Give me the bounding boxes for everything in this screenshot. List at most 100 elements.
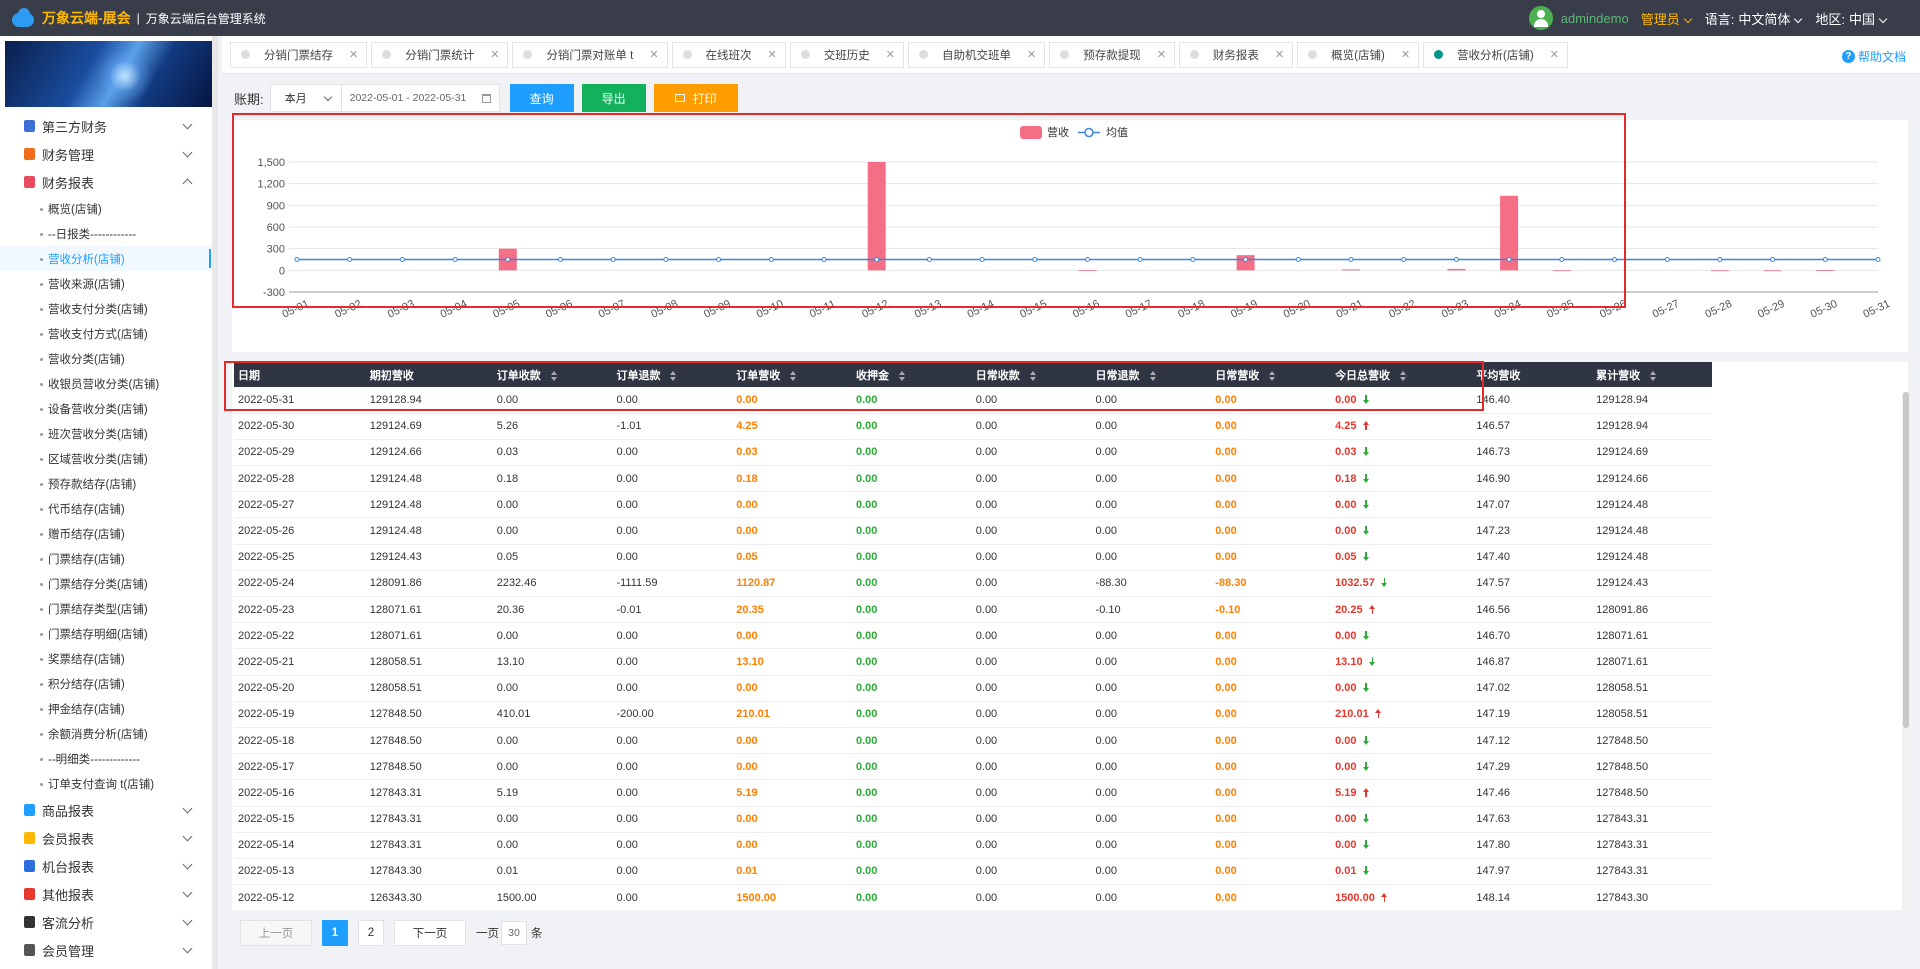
cell-value: 128071.61 [369,629,422,642]
role-dropdown[interactable]: 管理员 [1641,9,1692,28]
tab[interactable]: 自助机交班单 ✕ [907,41,1046,68]
close-icon[interactable]: ✕ [490,49,500,61]
language-dropdown[interactable]: 中文简体 [1738,9,1803,28]
column-header[interactable]: 日常收款 [971,362,1092,387]
close-icon[interactable]: ✕ [1400,49,1411,61]
close-icon[interactable]: ✕ [1156,49,1166,61]
sidebar-item[interactable]: 营收分析(店铺) [0,246,217,271]
sort-icon[interactable] [550,370,558,381]
sort-icon[interactable] [1149,370,1157,381]
sidebar-item[interactable]: --明细类------------- [0,746,217,771]
prev-page-button[interactable]: 上一页 [240,920,312,946]
sidebar-item[interactable]: 营收分类(店铺) [0,346,217,371]
close-icon[interactable]: ✕ [1549,49,1559,61]
print-button[interactable]: 打印 [653,84,738,112]
sidebar-group[interactable]: 会员报表 [0,824,217,852]
username[interactable]: admindemo [1560,10,1629,26]
sidebar-item[interactable]: 设备营收分类(店铺) [0,396,217,421]
table-cell: 0.00 [1211,517,1332,545]
table-cell: 0.00 [852,806,972,833]
sort-icon[interactable] [670,370,677,381]
sidebar-item[interactable]: --日报类------------ [0,221,217,246]
per-page-input[interactable]: 30 [501,921,527,945]
export-button[interactable]: 导出 [581,84,646,112]
query-button[interactable]: 查询 [509,84,574,112]
column-header[interactable]: 收押金 [852,362,972,387]
sidebar-group[interactable]: 机台报表 [0,852,217,880]
sort-icon[interactable] [1400,370,1407,381]
table-cell: 0.00 [732,675,852,702]
x-tick-label: 05-04 [439,298,470,321]
sidebar-item[interactable]: 代币结存(店铺) [0,496,217,521]
column-header[interactable]: 累计营收 [1592,362,1712,387]
sidebar-item[interactable]: 班次营收分类(店铺) [0,421,217,446]
column-header[interactable]: 订单退款 [612,362,733,387]
tab[interactable]: 分销门票对账单 t ✕ [512,41,668,68]
column-header[interactable]: 日常退款 [1091,362,1212,387]
sidebar-group[interactable]: 第三方财务 [0,112,217,140]
sidebar-item[interactable]: 积分结存(店铺) [0,671,217,696]
tab[interactable]: 营收分析(店铺) ✕ [1423,41,1568,68]
sidebar-item[interactable]: 区域营收分类(店铺) [0,446,217,471]
sidebar-item[interactable]: 余额消费分析(店铺) [0,721,217,746]
sidebar-item[interactable]: 赠币结存(店铺) [0,521,217,546]
column-header[interactable]: 订单收款 [492,362,613,387]
sidebar-item[interactable]: 订单支付查询 t(店铺) [0,771,217,796]
cell-value: 0.00 [1095,682,1117,695]
cell-value: 0.00 [856,786,878,799]
sidebar-item[interactable]: 奖票结存(店铺) [0,646,217,671]
next-page-button[interactable]: 下一页 [394,920,466,946]
sort-icon[interactable] [1029,370,1037,381]
table-cell: 0.00 [1091,648,1212,676]
table-scrollbar[interactable] [1902,392,1910,910]
tab[interactable]: 分销门票结存 ✕ [230,41,368,68]
sidebar-group[interactable]: 其他报表 [0,880,217,908]
sidebar-group[interactable]: 商品报表 [0,796,217,824]
sidebar-item[interactable]: 门票结存分类(店铺) [0,571,217,596]
sort-icon[interactable] [899,370,906,381]
sidebar-item[interactable]: 营收支付方式(店铺) [0,321,217,346]
help-link[interactable]: ? 帮助文档 [1841,48,1906,65]
sidebar-item[interactable]: 预存款结存(店铺) [0,471,217,496]
sidebar-group[interactable]: 会员管理 [0,936,217,964]
sidebar-item[interactable]: 概览(店铺) [0,196,217,221]
tab[interactable]: 概览(店铺) ✕ [1297,41,1420,68]
tab[interactable]: 交班历史 ✕ [789,41,904,68]
sidebar-item[interactable]: 押金结存(店铺) [0,696,217,721]
close-icon[interactable]: ✕ [1026,49,1037,61]
sidebar-item[interactable]: 门票结存(店铺) [0,546,217,571]
page-button-1[interactable]: 1 [322,920,348,946]
logo[interactable]: 万象云端-展会 | 万象云端后台管理系统 [0,7,266,29]
sidebar-group[interactable]: 财务管理 [0,140,217,168]
region-dropdown[interactable]: 中国 [1849,9,1888,28]
date-range-input[interactable]: 2022-05-01 - 2022-05-31 [341,84,500,112]
tab[interactable]: 预存款提现 ✕ [1049,41,1175,68]
column-header[interactable]: 日常营收 [1211,362,1332,387]
cell-value: 0.00 [975,525,998,538]
sidebar-item[interactable]: 门票结存类型(店铺) [0,596,217,621]
sort-icon[interactable] [1269,370,1276,381]
close-icon[interactable]: ✕ [1274,49,1285,61]
period-select[interactable]: 本月 [269,84,342,112]
sort-icon[interactable] [790,370,797,381]
user-avatar-icon[interactable] [1528,6,1553,30]
close-icon[interactable]: ✕ [649,49,659,61]
tab[interactable]: 分销门票统计 ✕ [371,41,509,68]
column-header[interactable]: 今日总营收 [1331,362,1473,387]
sort-icon[interactable] [1650,370,1657,381]
close-icon[interactable]: ✕ [885,49,895,61]
sidebar-group[interactable]: 财务报表 [0,168,217,196]
sidebar-scrollbar[interactable] [212,36,217,969]
sidebar-group[interactable]: 客流分析 [0,908,217,936]
tab[interactable]: 在线班次 ✕ [671,41,786,68]
sidebar-item[interactable]: 收银员营收分类(店铺) [0,371,217,396]
tab[interactable]: 财务报表 ✕ [1178,41,1294,68]
column-header[interactable]: 订单营收 [732,362,852,387]
page-button-2[interactable]: 2 [358,920,384,946]
sidebar-item[interactable]: 营收来源(店铺) [0,271,217,296]
close-icon[interactable]: ✕ [767,49,777,61]
sidebar-item[interactable]: 营收支付分类(店铺) [0,296,217,321]
sidebar-item[interactable]: 门票结存明细(店铺) [0,621,217,646]
close-icon[interactable]: ✕ [349,49,359,61]
cell-value: 210.01 [736,708,770,721]
